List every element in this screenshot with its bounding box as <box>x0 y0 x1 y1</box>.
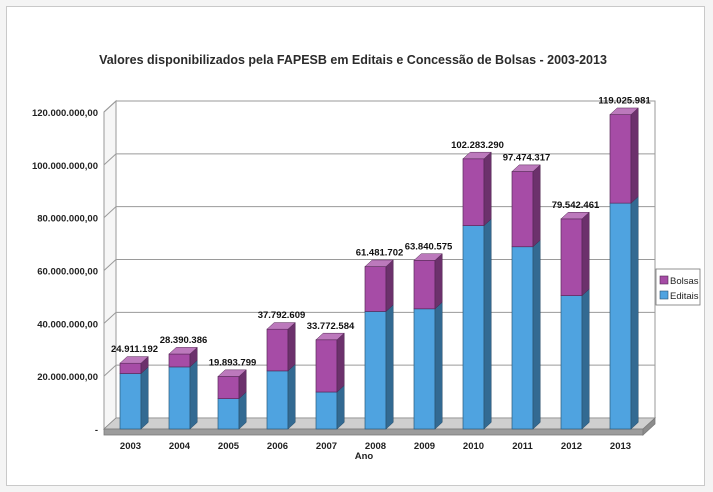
data-label-2010: 102.283.290 <box>451 140 504 151</box>
bar-top-2010 <box>462 151 492 160</box>
y-tick-label: 120.000.000,00 <box>32 108 98 119</box>
bar-side-bolsas-2012 <box>581 211 590 297</box>
bar-editais-2008 <box>364 311 387 430</box>
bar-editais-2003 <box>119 373 142 430</box>
x-tick-label-2013: 2013 <box>610 441 631 452</box>
bar-top-2003 <box>119 356 149 364</box>
bar-top-2008 <box>364 259 394 267</box>
bar-side-bolsas-2013 <box>630 107 639 204</box>
bar-top-2006 <box>266 322 296 330</box>
legend-label-editais: Editais <box>670 291 699 302</box>
bar-side-editais-2008 <box>385 304 394 430</box>
bar-editais-2005 <box>217 398 240 430</box>
bar-top-2004 <box>168 347 198 355</box>
y-tick-label: 80.000.000,00 <box>37 214 98 225</box>
bar-side-bolsas-2007 <box>336 332 345 393</box>
data-label-2013: 119.025.981 <box>598 96 651 107</box>
bar-side-editais-2011 <box>532 239 541 430</box>
data-label-2003: 24.911.192 <box>111 344 158 355</box>
legend-swatch-bolsas <box>659 275 669 285</box>
bar-bolsas-2007 <box>315 339 338 393</box>
bar-side-editais-2012 <box>581 288 590 430</box>
x-tick-label-2011: 2011 <box>512 441 533 452</box>
data-label-2008: 61.481.702 <box>356 248 404 259</box>
bar-side-bolsas-2008 <box>385 259 394 313</box>
data-label-2005: 19.893.799 <box>209 357 257 368</box>
bar-side-bolsas-2010 <box>483 151 492 227</box>
data-label-2012: 79.542.461 <box>552 200 600 211</box>
y-tick-label: 20.000.000,00 <box>37 372 98 383</box>
bar-top-2005 <box>217 369 247 377</box>
x-tick-label-2008: 2008 <box>365 441 386 452</box>
bar-bolsas-2003 <box>119 362 142 374</box>
bar-side-editais-2006 <box>287 363 296 430</box>
x-axis-label: Ano <box>355 451 374 462</box>
bar-editais-2012 <box>560 295 583 430</box>
legend: Bolsas Editais <box>655 268 701 306</box>
bar-bolsas-2004 <box>168 353 191 368</box>
chart-title: Valores disponibilizados pela FAPESB em … <box>99 53 607 67</box>
bar-side-editais-2013 <box>630 195 639 430</box>
bar-bolsas-2011 <box>511 171 534 248</box>
bar-side-editais-2004 <box>189 359 198 430</box>
bar-bolsas-2012 <box>560 218 583 296</box>
data-label-2007: 33.772.584 <box>307 321 355 332</box>
bar-top-2011 <box>511 164 541 172</box>
floor-front <box>103 428 644 436</box>
bar-top-2013 <box>609 107 639 115</box>
x-tick-label-2010: 2010 <box>463 441 484 452</box>
chart-frame: Valores disponibilizados pela FAPESB em … <box>6 6 705 486</box>
bar-bolsas-2005 <box>217 376 240 399</box>
data-label-2009: 63.840.575 <box>405 241 453 252</box>
bar-bolsas-2006 <box>266 328 289 372</box>
bar-editais-2011 <box>511 246 534 430</box>
bar-top-2009 <box>413 253 443 261</box>
bar-top-2012 <box>560 212 590 220</box>
bar-side-editais-2003 <box>140 366 149 430</box>
plot-area: - 20.000.000,00 40.000.000,00 60.000.000,00… <box>32 96 657 452</box>
x-tick-label-2004: 2004 <box>169 441 191 452</box>
y-tick-label: 60.000.000,00 <box>37 267 98 278</box>
bar-side-editais-2007 <box>336 384 345 430</box>
legend-label-bolsas: Bolsas <box>670 276 699 287</box>
bar-side-bolsas-2011 <box>532 164 541 248</box>
bar-side-editais-2010 <box>483 218 492 430</box>
x-tick-label-2007: 2007 <box>316 441 337 452</box>
bar-editais-2004 <box>168 366 191 430</box>
bar-side-bolsas-2006 <box>287 321 296 372</box>
bar-editais-2013 <box>609 202 632 430</box>
data-label-2011: 97.474.317 <box>503 153 551 164</box>
bar-side-bolsas-2009 <box>434 253 443 310</box>
bar-editais-2006 <box>266 370 289 430</box>
y-tick-label: 100.000.000,00 <box>32 161 98 172</box>
x-tick-label-2005: 2005 <box>218 441 240 452</box>
data-label-2004: 28.390.386 <box>160 335 208 346</box>
x-tick-label-2003: 2003 <box>120 441 141 452</box>
bar-editais-2009 <box>413 308 436 430</box>
x-tick-label-2006: 2006 <box>267 441 288 452</box>
bar-top-2007 <box>315 332 345 341</box>
y-tick-label: - <box>95 425 98 436</box>
bar-editais-2007 <box>315 391 338 430</box>
bar-bolsas-2009 <box>413 260 436 310</box>
bar-bolsas-2008 <box>364 266 387 312</box>
floor-side <box>642 417 656 436</box>
bar-bolsas-2010 <box>462 158 485 226</box>
legend-swatch-editais <box>659 290 669 300</box>
y-tick-label: 40.000.000,00 <box>37 319 98 330</box>
chart-svg: Valores disponibilizados pela FAPESB em … <box>32 53 701 462</box>
bar-bolsas-2013 <box>609 114 632 204</box>
data-label-2006: 37.792.609 <box>258 310 306 321</box>
bar-editais-2010 <box>462 225 485 430</box>
x-tick-label-2012: 2012 <box>561 441 582 452</box>
bar-side-editais-2009 <box>434 301 443 430</box>
x-tick-label-2009: 2009 <box>414 441 435 452</box>
gridline <box>103 100 655 113</box>
